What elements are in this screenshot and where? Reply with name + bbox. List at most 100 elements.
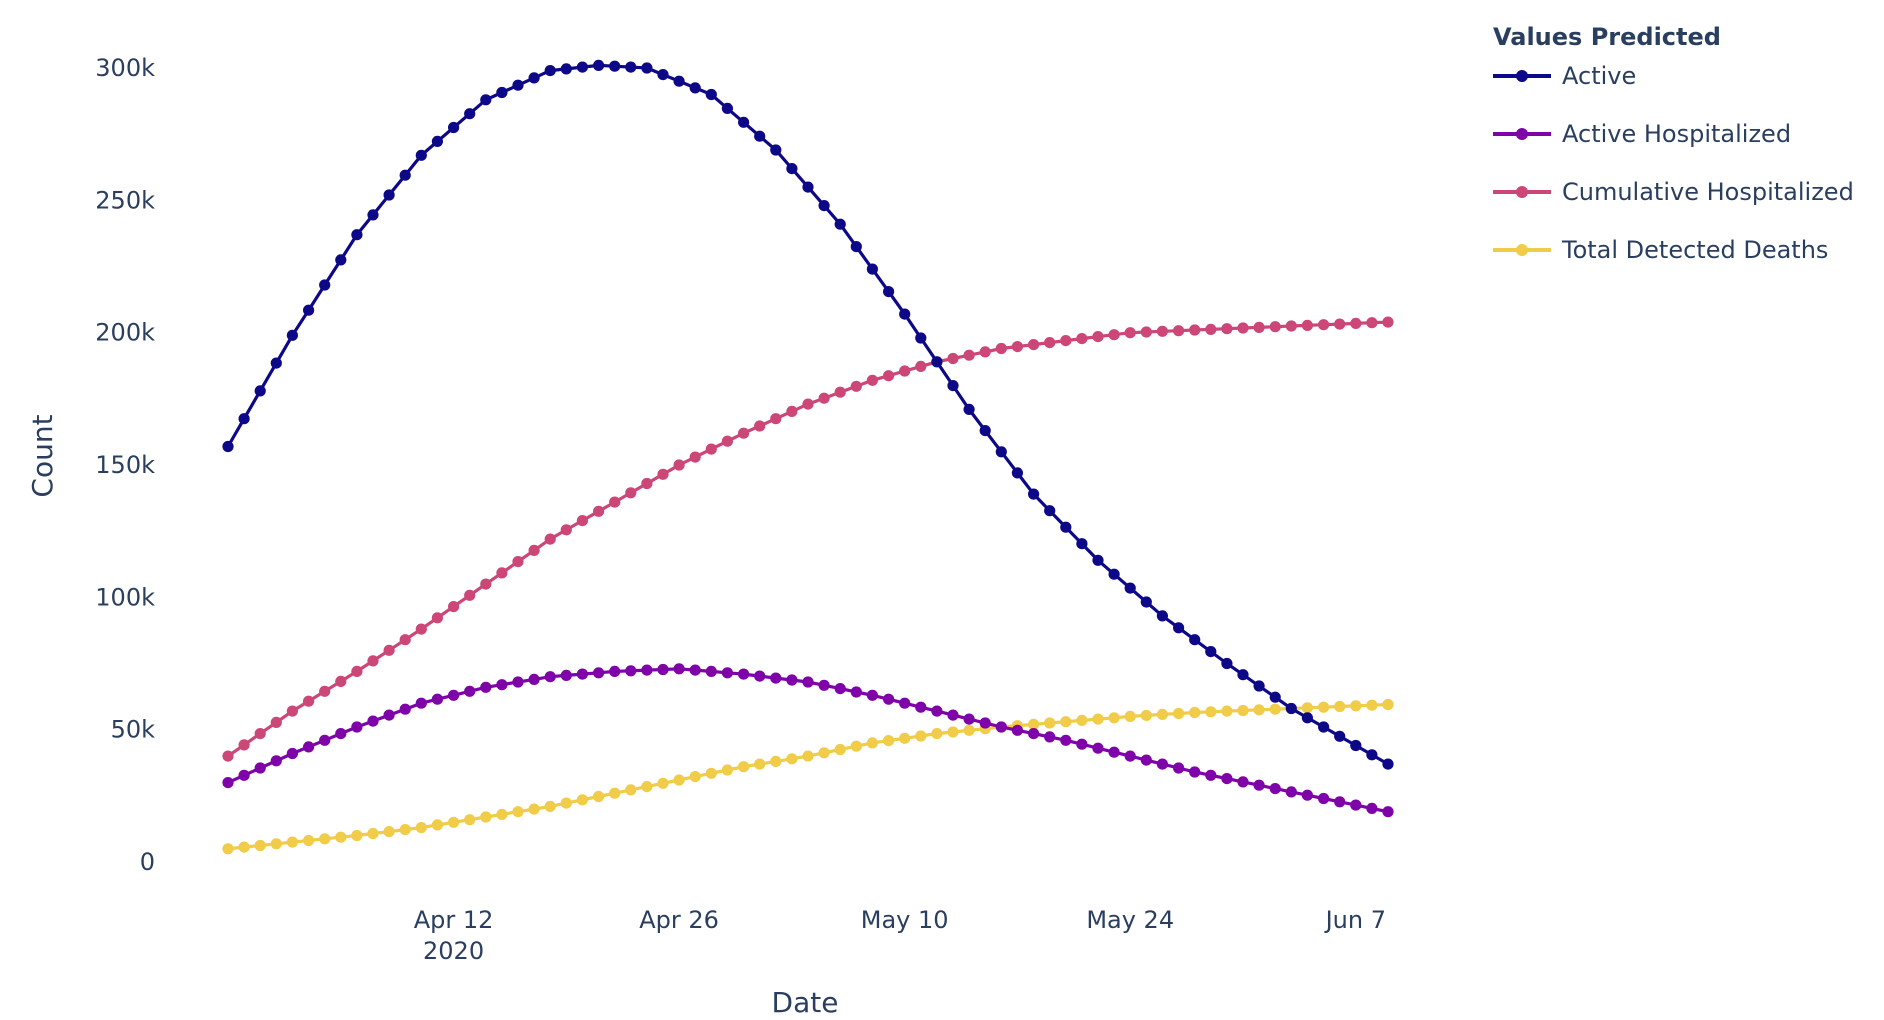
data-point	[1301, 702, 1313, 714]
data-point	[464, 685, 476, 697]
data-point	[770, 144, 782, 156]
data-point	[1253, 704, 1265, 716]
x-axis-title: Date	[772, 986, 839, 1019]
data-point	[947, 380, 959, 392]
data-point	[850, 241, 862, 253]
data-point	[609, 665, 621, 678]
data-point	[802, 181, 814, 193]
data-point	[1237, 776, 1249, 788]
data-point	[1366, 317, 1378, 329]
data-point	[754, 130, 766, 142]
data-point	[1092, 331, 1104, 343]
data-point	[431, 819, 443, 831]
data-point	[931, 705, 943, 717]
gridlines	[208, 67, 1398, 863]
data-point	[899, 308, 911, 320]
data-point	[834, 743, 846, 756]
data-point	[351, 665, 363, 678]
data-point	[1173, 325, 1185, 337]
data-point	[850, 740, 862, 752]
x-tick-label: Jun 7	[1324, 906, 1386, 934]
data-point	[866, 374, 879, 386]
data-point	[270, 755, 282, 767]
data-point	[786, 163, 798, 175]
data-point	[979, 425, 991, 437]
data-point	[609, 787, 621, 799]
data-point	[383, 189, 395, 201]
series-line-cumulative-hospitalized	[227, 320, 1389, 758]
data-point	[1044, 717, 1056, 729]
data-point	[367, 655, 379, 667]
legend-item[interactable]: Active	[1493, 62, 1636, 90]
x-tick-label: Apr 12	[414, 906, 494, 934]
data-point	[593, 59, 605, 71]
data-point	[673, 459, 685, 471]
data-point	[1173, 622, 1185, 634]
data-point	[303, 695, 315, 707]
data-point	[802, 398, 814, 410]
data-point	[673, 663, 685, 675]
data-point	[1060, 521, 1072, 533]
data-point	[1156, 325, 1168, 337]
data-point	[1124, 710, 1136, 723]
data-point	[721, 435, 734, 447]
data-point	[915, 701, 927, 713]
data-point	[705, 443, 717, 455]
data-point	[464, 814, 476, 826]
data-point	[995, 446, 1007, 458]
data-point	[834, 386, 846, 398]
y-tick-label: 100k	[95, 583, 155, 611]
legend-label: Active	[1562, 62, 1636, 90]
data-point	[1060, 716, 1072, 728]
data-point	[270, 716, 282, 729]
data-point	[544, 65, 556, 77]
data-point	[544, 671, 556, 683]
data-point	[738, 761, 750, 773]
data-point	[1253, 779, 1265, 791]
data-point	[254, 385, 266, 397]
data-point	[399, 703, 411, 715]
data-point	[1237, 704, 1249, 717]
data-point	[415, 697, 427, 709]
data-point	[657, 468, 669, 480]
data-point	[560, 669, 572, 682]
data-point	[576, 515, 589, 527]
data-point	[544, 800, 556, 813]
data-point	[963, 713, 975, 725]
data-point	[641, 62, 653, 74]
data-point	[1060, 335, 1072, 347]
data-point	[673, 774, 685, 786]
data-point	[1011, 341, 1024, 353]
data-point	[512, 79, 524, 91]
series-active	[222, 59, 1394, 770]
data-point	[431, 135, 443, 147]
data-point	[1382, 698, 1394, 711]
data-point	[770, 413, 782, 425]
legend-item[interactable]: Cumulative Hospitalized	[1493, 178, 1854, 206]
data-point	[351, 721, 363, 733]
data-point	[399, 634, 411, 646]
data-point	[270, 838, 282, 850]
data-point	[415, 149, 427, 161]
x-tick-label: Apr 26	[639, 906, 719, 934]
data-point	[818, 747, 830, 759]
data-point	[222, 843, 234, 855]
legend-item[interactable]: Total Detected Deaths	[1493, 236, 1828, 264]
legend-label: Cumulative Hospitalized	[1562, 178, 1854, 206]
data-point	[1366, 802, 1378, 815]
data-point	[1285, 786, 1297, 798]
data-point	[1318, 792, 1330, 805]
data-point	[1173, 707, 1185, 720]
legend-item[interactable]: Active Hospitalized	[1493, 120, 1791, 148]
data-point	[238, 841, 250, 853]
legend-title: Values Predicted	[1493, 23, 1721, 51]
data-point	[335, 728, 347, 740]
data-point	[512, 806, 524, 818]
data-point	[754, 420, 766, 432]
data-point	[593, 505, 605, 517]
data-point	[496, 808, 508, 821]
data-point	[689, 82, 701, 94]
data-point	[915, 360, 927, 372]
data-point	[399, 169, 411, 181]
data-point	[931, 728, 943, 740]
